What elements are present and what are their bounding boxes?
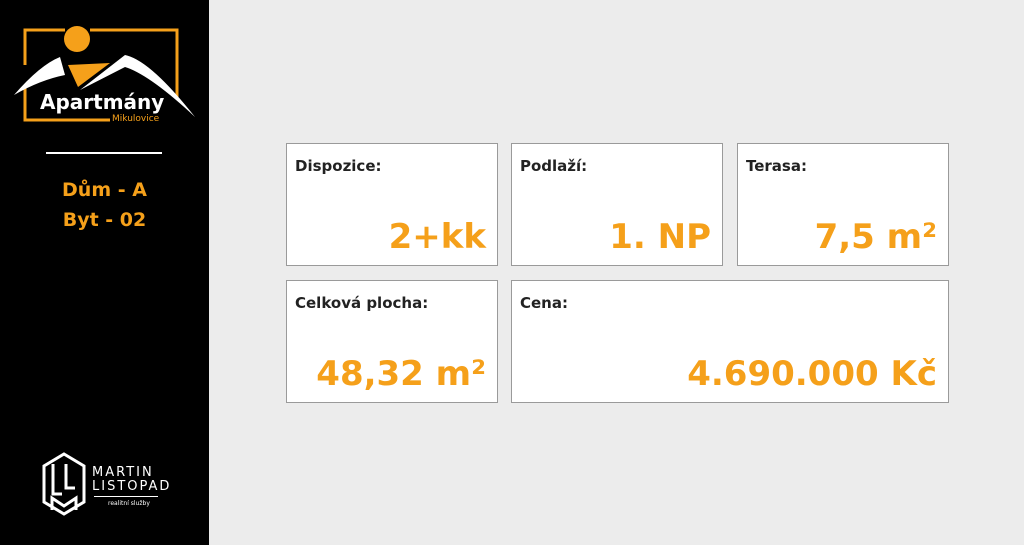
card-value: 1. NP bbox=[609, 217, 711, 257]
sidebar: Apartmány Mikulovice Dům - A Byt - 02 MA… bbox=[0, 0, 209, 545]
card-cena: Cena: 4.690.000 Kč bbox=[511, 280, 949, 403]
card-label: Celková plocha: bbox=[295, 294, 429, 312]
house-label: Dům - A bbox=[62, 179, 147, 201]
card-value: 2+kk bbox=[388, 217, 486, 257]
card-value: 7,5 m² bbox=[814, 217, 937, 257]
card-celkova-plocha: Celková plocha: 48,32 m² bbox=[286, 280, 498, 403]
card-podlazi: Podlaží: 1. NP bbox=[511, 143, 723, 266]
brand-title: Apartmány bbox=[40, 90, 165, 114]
agency-name-line1: MARTIN bbox=[92, 465, 154, 480]
card-value: 4.690.000 Kč bbox=[687, 354, 937, 394]
card-label: Dispozice: bbox=[295, 157, 382, 175]
brand-subtitle: Mikulovice bbox=[112, 114, 160, 124]
agency-tagline: realitní služby bbox=[108, 500, 150, 507]
card-label: Terasa: bbox=[746, 157, 807, 175]
card-label: Cena: bbox=[520, 294, 568, 312]
agency-divider bbox=[94, 496, 158, 497]
agency-name-line2: LISTOPAD bbox=[92, 479, 172, 494]
apartmany-logo-icon bbox=[14, 26, 195, 122]
card-dispozice: Dispozice: 2+kk bbox=[286, 143, 498, 266]
divider bbox=[46, 152, 162, 154]
card-terasa: Terasa: 7,5 m² bbox=[737, 143, 949, 266]
apartment-label: Byt - 02 bbox=[62, 209, 147, 231]
martin-listopad-logo-icon bbox=[42, 452, 86, 516]
card-value: 48,32 m² bbox=[316, 354, 486, 394]
card-label: Podlaží: bbox=[520, 157, 588, 175]
